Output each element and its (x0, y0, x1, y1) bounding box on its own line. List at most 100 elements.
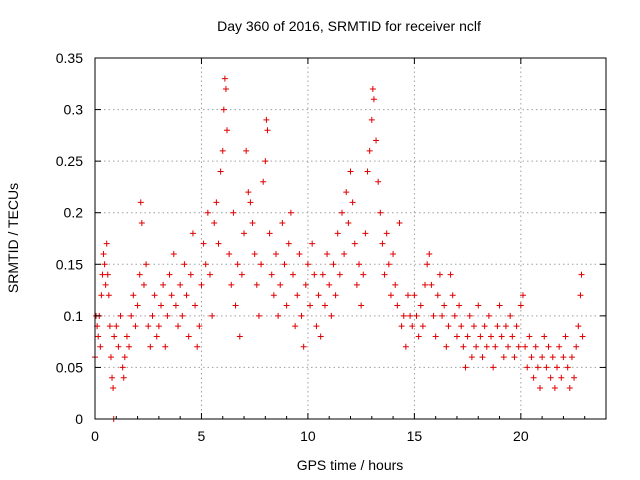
data-point (477, 333, 484, 340)
data-point (281, 261, 288, 268)
data-point (430, 312, 437, 319)
data-point (541, 333, 548, 340)
data-point (449, 292, 456, 299)
data-point (321, 302, 328, 309)
data-point (132, 323, 139, 330)
data-point (166, 271, 173, 278)
data-point (99, 271, 106, 278)
data-point (494, 323, 501, 330)
data-point (247, 199, 254, 206)
data-point (315, 292, 322, 299)
data-point (97, 343, 104, 350)
data-point (172, 302, 179, 309)
data-point (462, 364, 469, 371)
data-point (502, 323, 509, 330)
data-point (373, 137, 380, 144)
data-point (153, 333, 160, 340)
data-point (568, 354, 575, 361)
x-tick-label: 0 (91, 428, 99, 444)
data-point (539, 354, 546, 361)
data-point (534, 364, 541, 371)
data-point (221, 75, 228, 82)
data-point (451, 312, 458, 319)
data-point (222, 85, 229, 92)
data-point (505, 343, 512, 350)
data-point (238, 271, 245, 278)
data-point (558, 374, 565, 381)
data-point (383, 230, 390, 237)
data-point (370, 96, 377, 103)
data-point (409, 323, 416, 330)
data-point (251, 250, 258, 257)
data-point (353, 281, 360, 288)
data-point (434, 292, 441, 299)
data-point (369, 85, 376, 92)
data-point (445, 323, 452, 330)
data-point (460, 343, 467, 350)
data-point (515, 343, 522, 350)
plot-frame (94, 57, 607, 420)
data-point (230, 209, 237, 216)
data-point (358, 302, 365, 309)
data-point (573, 343, 580, 350)
data-point (185, 333, 192, 340)
data-point (522, 343, 529, 350)
data-point (266, 230, 273, 237)
data-point (268, 271, 275, 278)
data-point (283, 302, 290, 309)
y-tick-labels: 0 0.05 0.1 0.15 0.2 0.25 0.3 0.35 (56, 50, 83, 427)
data-point (300, 343, 307, 350)
data-point (155, 323, 162, 330)
data-point (413, 312, 420, 319)
data-point (375, 178, 382, 185)
data-point (290, 271, 297, 278)
data-point (426, 250, 433, 257)
data-point (275, 312, 282, 319)
data-point (160, 281, 167, 288)
data-point (387, 292, 394, 299)
data-point (381, 271, 388, 278)
data-point (470, 323, 477, 330)
data-point (475, 302, 482, 309)
data-point (362, 230, 369, 237)
data-point (298, 312, 305, 319)
data-point (332, 292, 339, 299)
data-point (536, 385, 543, 392)
data-point (345, 220, 352, 227)
data-point (236, 333, 243, 340)
data-point (341, 250, 348, 257)
data-point (168, 292, 175, 299)
data-point (554, 364, 561, 371)
data-point (526, 333, 533, 340)
data-point (302, 281, 309, 288)
data-point (270, 292, 277, 299)
data-point (198, 281, 205, 288)
data-point (111, 333, 118, 340)
axis-ticks (94, 57, 606, 420)
data-point (313, 323, 320, 330)
data-point (351, 240, 358, 247)
data-point (545, 343, 552, 350)
data-point (175, 323, 182, 330)
data-point (181, 261, 188, 268)
data-point (117, 312, 124, 319)
data-point (443, 343, 450, 350)
data-point (364, 168, 371, 175)
data-point (285, 240, 292, 247)
data-point (263, 116, 270, 123)
data-point (119, 364, 126, 371)
data-point (356, 261, 363, 268)
data-point (264, 127, 271, 134)
data-point (349, 199, 356, 206)
data-point (338, 209, 345, 216)
data-point (317, 333, 324, 340)
data-point (260, 178, 267, 185)
data-point (187, 271, 194, 278)
data-point (439, 312, 446, 319)
data-point (343, 189, 350, 196)
data-point (400, 312, 407, 319)
data-point (464, 333, 471, 340)
data-point (196, 323, 203, 330)
data-point (347, 168, 354, 175)
